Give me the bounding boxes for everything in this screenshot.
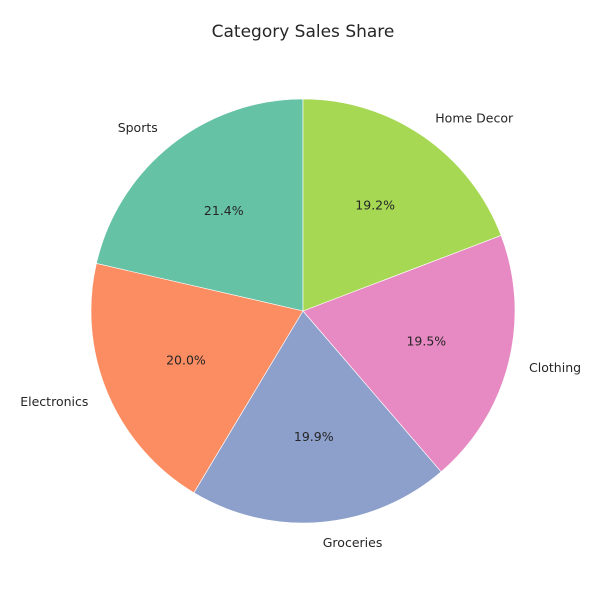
pie-labels: Sports 21.4% Electronics 20.0% Groceries 19.9… <box>20 110 581 549</box>
pie-slice-electronics <box>90 263 304 494</box>
slice-percent-electronics: 20.0% <box>166 352 206 367</box>
slice-percent-clothing: 19.5% <box>406 334 446 349</box>
slice-label-home-decor: Home Decor <box>435 110 514 125</box>
pie-slice-clothing <box>302 235 516 473</box>
pie-slice-groceries <box>193 310 442 524</box>
chart-title: Category Sales Share <box>212 22 395 42</box>
pie-slice-home-decor <box>302 98 502 312</box>
slice-percent-home-decor: 19.2% <box>355 198 395 213</box>
slice-label-sports: Sports <box>118 120 158 135</box>
slice-label-groceries: Groceries <box>323 535 383 550</box>
pie-slices <box>90 98 516 524</box>
pie-slice-sports <box>96 98 304 312</box>
slice-label-electronics: Electronics <box>20 394 88 409</box>
slice-percent-sports: 21.4% <box>204 203 244 218</box>
slice-label-clothing: Clothing <box>529 360 581 375</box>
slice-percent-groceries: 19.9% <box>294 429 334 444</box>
